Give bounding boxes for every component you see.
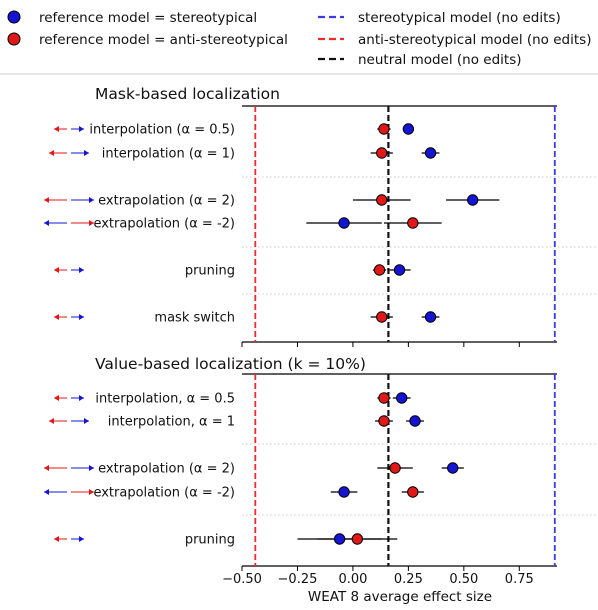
arrow-head: [84, 150, 89, 156]
arrow-head: [79, 314, 84, 320]
anti-point: [378, 392, 390, 404]
row-label: extrapolation (α = 2): [98, 194, 235, 209]
arrow-head: [54, 536, 59, 542]
row: extrapolation (α = 2): [44, 194, 500, 209]
stereo-point: [409, 415, 421, 427]
anti-point: [351, 533, 364, 545]
plot-panels: Mask-based localization interpolation (α …: [44, 85, 598, 571]
row-label: extrapolation (α = 2): [98, 462, 235, 477]
row-label: extrapolation (α = -2): [93, 217, 235, 232]
panel: Value-based localization (k = 10%) interp…: [44, 355, 598, 571]
stereo-point: [396, 392, 408, 404]
row-label: mask switch: [154, 311, 235, 326]
arrow-head: [44, 220, 49, 226]
stereo-point: [447, 462, 459, 474]
legend-label: stereotypical model (no edits): [358, 10, 561, 26]
row: interpolation, α = 1: [49, 415, 424, 430]
stereo-point: [393, 264, 406, 276]
stereo-point: [338, 217, 350, 229]
row: extrapolation (α = -2): [44, 486, 424, 501]
stereo-point: [338, 486, 350, 498]
arrow-head: [84, 418, 89, 424]
arrow-head: [54, 395, 59, 401]
row: interpolation (α = 1): [49, 147, 440, 162]
row: extrapolation (α = -2): [44, 217, 442, 232]
legend-marker: [7, 10, 21, 24]
row: pruning: [54, 533, 398, 548]
legend-item: stereotypical model (no edits): [318, 10, 561, 26]
row-label: interpolation, α = 0.5: [95, 392, 235, 407]
stereo-point: [424, 311, 437, 323]
panel-title: Mask-based localization: [95, 85, 280, 103]
x-tick-label: −0.50: [222, 572, 262, 587]
row: mask switch: [54, 311, 440, 326]
x-axis-label: WEAT 8 average effect size: [308, 589, 492, 605]
arrow-head: [89, 465, 94, 471]
legend-item: anti-stereotypical model (no edits): [318, 32, 591, 48]
arrow-head: [54, 267, 59, 273]
arrow-head: [44, 489, 49, 495]
anti-point: [407, 486, 419, 498]
x-tick-label: 0.25: [394, 572, 423, 587]
arrow-head: [79, 267, 84, 273]
arrow-head: [44, 197, 49, 203]
arrow-head: [89, 197, 94, 203]
x-tick-label: 0.00: [338, 572, 367, 587]
row-label: extrapolation (α = -2): [93, 486, 235, 501]
anti-point: [407, 217, 419, 229]
anti-point: [378, 415, 390, 427]
legend-item: reference model = stereotypical: [7, 10, 257, 26]
x-tick-label: 0.50: [449, 572, 478, 587]
x-tick-label: −0.25: [278, 572, 318, 587]
arrow-head: [79, 395, 84, 401]
arrow-head: [54, 126, 59, 132]
anti-point: [389, 462, 401, 474]
row-label: interpolation (α = 0.5): [89, 123, 235, 138]
arrow-head: [79, 126, 84, 132]
stereo-point: [333, 533, 346, 545]
panel-title: Value-based localization (k = 10%): [95, 355, 366, 373]
arrow-head: [49, 418, 54, 424]
arrow-head: [49, 150, 54, 156]
x-axis: WEAT 8 average effect size −0.50 −0.25 0.0…: [222, 572, 534, 605]
anti-point: [376, 147, 388, 159]
anti-point: [378, 123, 390, 135]
anti-point: [376, 311, 388, 323]
row: interpolation, α = 0.5: [54, 392, 411, 407]
stereo-point: [402, 123, 415, 135]
anti-point: [376, 194, 388, 206]
legend-item: neutral model (no edits): [318, 52, 522, 68]
legend-label: anti-stereotypical model (no edits): [358, 32, 591, 48]
row-label: interpolation (α = 1): [102, 147, 235, 162]
legend-label: reference model = stereotypical: [39, 10, 257, 26]
legend-label: neutral model (no edits): [358, 52, 522, 68]
row-label: interpolation, α = 1: [108, 415, 235, 430]
legend-marker: [7, 32, 21, 46]
arrow-head: [89, 489, 94, 495]
row: interpolation (α = 0.5): [54, 123, 415, 138]
legend: reference model = stereotypical reference…: [0, 10, 598, 75]
arrow-head: [89, 220, 94, 226]
arrow-head: [54, 314, 59, 320]
row: pruning: [54, 264, 411, 279]
row-label: pruning: [185, 264, 235, 279]
row-label: pruning: [185, 533, 235, 548]
anti-point: [373, 264, 386, 276]
stereo-point: [424, 147, 437, 159]
row: extrapolation (α = 2): [44, 462, 464, 477]
arrow-head: [79, 536, 84, 542]
legend-item: reference model = anti-stereotypical: [7, 32, 288, 48]
arrow-head: [44, 465, 49, 471]
panel: Mask-based localization interpolation (α …: [44, 85, 598, 347]
legend-label: reference model = anti-stereotypical: [39, 32, 288, 48]
stereo-point: [467, 194, 479, 206]
x-tick-label: 0.75: [505, 572, 534, 587]
